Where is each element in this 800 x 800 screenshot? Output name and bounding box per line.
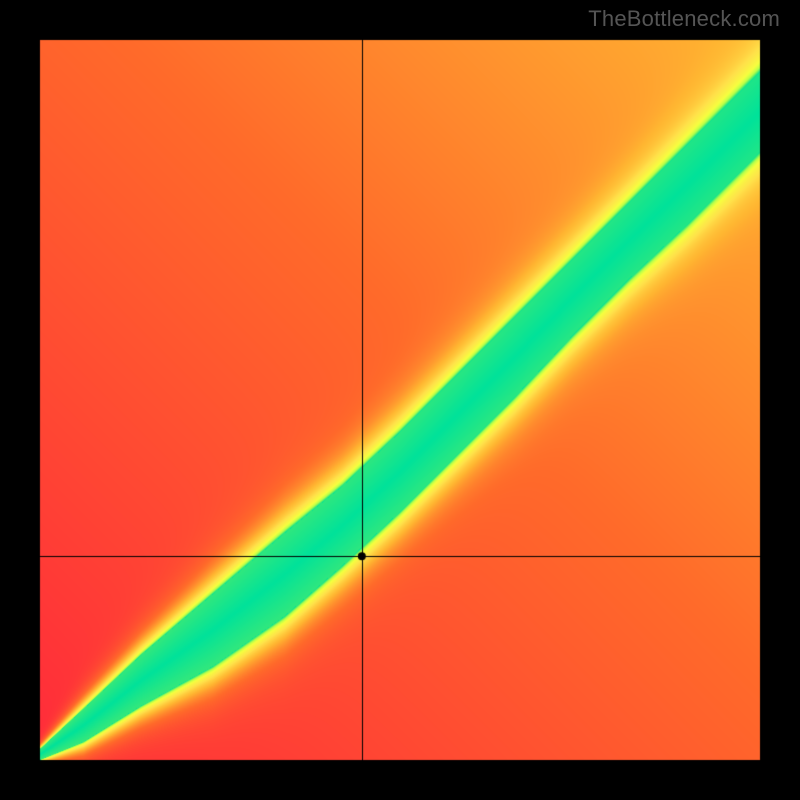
chart-container: { "watermark": { "text": "TheBottleneck.… bbox=[0, 0, 800, 800]
watermark: TheBottleneck.com bbox=[588, 6, 780, 32]
heatmap-canvas bbox=[0, 0, 800, 800]
